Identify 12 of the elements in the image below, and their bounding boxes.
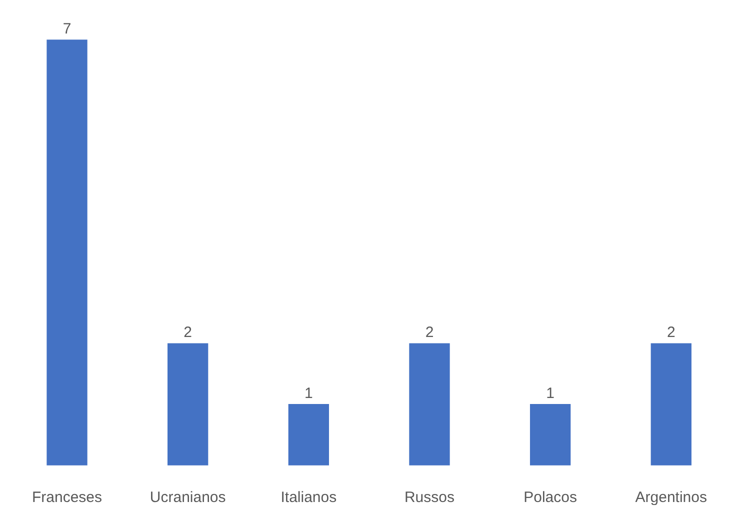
- data-label: 1: [546, 384, 554, 402]
- x-tick-label: Argentinos: [635, 489, 708, 506]
- data-label: 1: [304, 384, 313, 402]
- x-tick-label: Russos: [404, 489, 455, 506]
- x-tick-label: Polacos: [524, 489, 578, 506]
- data-label: 2: [425, 324, 434, 342]
- x-tick-label: Ucranianos: [150, 489, 226, 506]
- data-label: 2: [666, 324, 676, 342]
- data-label: 2: [184, 324, 192, 342]
- data-label: 7: [62, 20, 72, 38]
- x-tick-label: Italianos: [280, 489, 337, 506]
- x-tick-label: Franceses: [32, 489, 102, 506]
